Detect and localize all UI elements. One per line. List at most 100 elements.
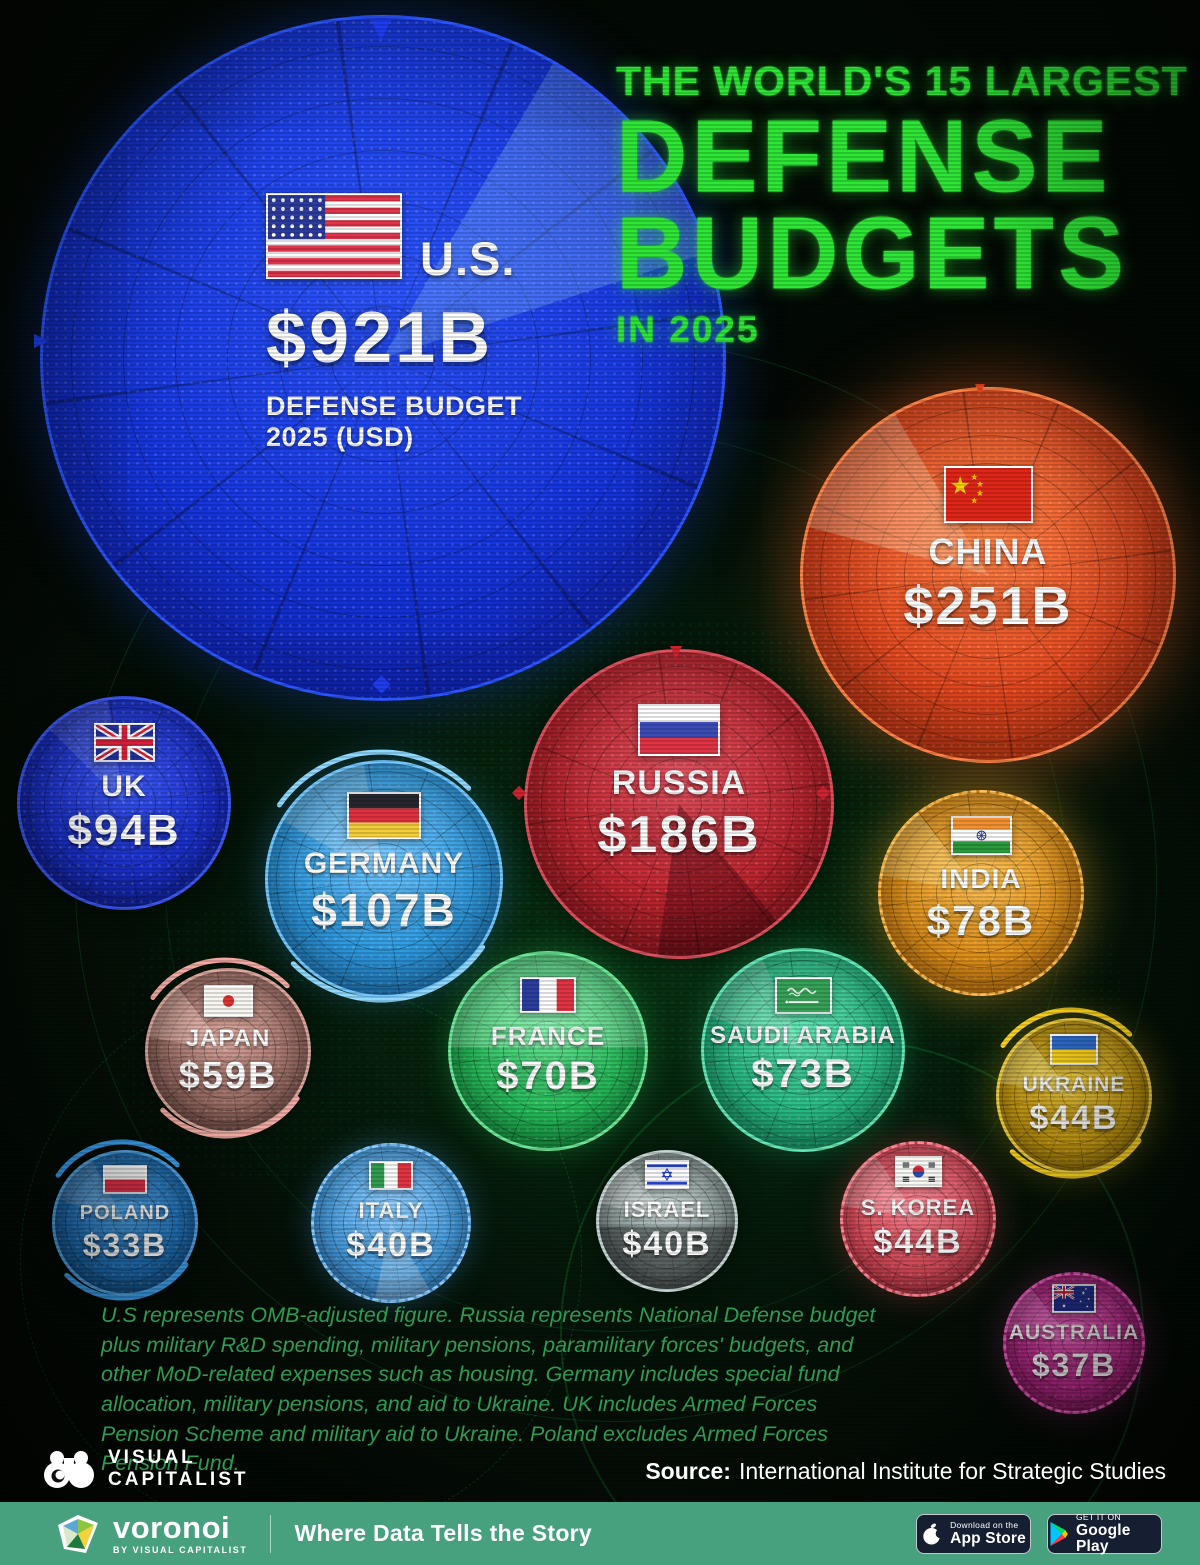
budget-value: $78B: [926, 896, 1036, 944]
source-text: International Institute for Strategic St…: [738, 1458, 1166, 1484]
country-name: UKRAINE: [1022, 1073, 1126, 1096]
bubble-content-uk: UK $94B: [20, 685, 228, 893]
flag-japan: [203, 984, 253, 1017]
bubble-content-france: FRANCE $70B: [451, 941, 645, 1135]
bubble-content-india: INDIA $78B: [881, 780, 1081, 980]
flag-ukraine: [1050, 1034, 1098, 1065]
us-sublabel-1: DEFENSE BUDGET: [266, 391, 523, 421]
bubble-content-skorea: S. KOREA $44B: [843, 1134, 993, 1284]
voronoi-icon: [55, 1513, 101, 1555]
country-name: FRANCE: [490, 1021, 606, 1051]
bubble-content-russia: RUSSIA $186B: [527, 632, 831, 936]
source-line: Source: International Institute for Strat…: [645, 1458, 1166, 1485]
country-name: AUSTRALIA: [1008, 1321, 1140, 1344]
svg-text:★: ★: [1087, 1297, 1090, 1301]
bubble-content-japan: JAPAN $59B: [148, 961, 308, 1121]
visual-capitalist-logo: VISUAL CAPITALIST: [42, 1447, 248, 1491]
flag-us: [266, 193, 402, 279]
budget-value: $37B: [1031, 1347, 1117, 1383]
binoculars-icon: [42, 1448, 96, 1490]
budget-value: $70B: [496, 1054, 600, 1098]
bubble-russia: RUSSIA $186B: [524, 649, 834, 959]
bubble-content-us: U.S. $921B DEFENSE BUDGET 2025 (USD): [266, 193, 522, 454]
bubble-france: FRANCE $70B: [448, 951, 648, 1151]
svg-text:★: ★: [1079, 1300, 1082, 1304]
flag-uk: [93, 721, 155, 763]
bubble-content-saudi: SAUDI ARABIA $73B: [704, 938, 902, 1136]
budget-value: $33B: [82, 1226, 168, 1263]
flag-russia: [638, 703, 720, 756]
apple-icon: [921, 1521, 945, 1547]
voronoi-logo: voronoi BY VISUAL CAPITALIST: [55, 1512, 248, 1555]
bubble-australia: ★ ★ ★ ★ ★ ★ AUSTRALIA $37B: [1003, 1272, 1145, 1414]
budget-value: $186B: [597, 805, 761, 864]
budget-value: $44B: [873, 1223, 963, 1261]
budget-value: $40B: [622, 1225, 712, 1263]
flag-germany: [347, 791, 421, 839]
country-name: U.S.: [420, 232, 516, 286]
svg-text:★: ★: [949, 470, 971, 500]
google-play-bottom-text: Google Play: [1076, 1522, 1131, 1555]
country-name: CHINA: [928, 530, 1048, 572]
flag-poland: [103, 1164, 147, 1194]
budget-value: $59B: [178, 1054, 278, 1097]
flag-france: [520, 977, 576, 1013]
country-name: POLAND: [79, 1201, 171, 1224]
svg-text:★: ★: [1086, 1304, 1089, 1308]
bubble-italy: ITALY $40B: [311, 1143, 471, 1303]
google-play-badge[interactable]: GET IT ON Google Play: [1047, 1511, 1162, 1555]
bubble-skorea: S. KOREA $44B: [840, 1141, 996, 1297]
budget-value: $107B: [311, 883, 457, 936]
country-name: S. KOREA: [860, 1195, 976, 1220]
budget-value: $40B: [346, 1226, 436, 1264]
bubble-content-ukraine: UKRAINE $44B: [999, 1011, 1149, 1161]
bubble-content-china: ★ ★ ★ ★ ★ CHINA $251B: [803, 366, 1173, 736]
budget-value: $73B: [751, 1052, 855, 1096]
svg-text:★: ★: [1062, 1303, 1067, 1309]
app-store-badge[interactable]: Download on the App Store: [916, 1513, 1031, 1554]
bubble-content-australia: ★ ★ ★ ★ ★ ★ AUSTRALIA $37B: [1006, 1266, 1142, 1402]
budget-value: $251B: [903, 575, 1073, 636]
footer-divider: [269, 1514, 271, 1553]
voronoi-subtitle: BY VISUAL CAPITALIST: [113, 1545, 248, 1555]
bubble-israel: ISRAEL $40B: [596, 1150, 738, 1292]
app-store-top-text: Download on the: [950, 1519, 1019, 1530]
voronoi-wordmark: voronoi: [113, 1510, 231, 1545]
bubble-content-israel: ISRAEL $40B: [599, 1144, 735, 1280]
country-name: JAPAN: [185, 1024, 271, 1052]
bubble-content-poland: POLAND $33B: [55, 1144, 195, 1284]
country-name: GERMANY: [303, 846, 465, 880]
budget-value: $94B: [67, 805, 181, 855]
svg-text:★: ★: [970, 496, 978, 506]
bubble-poland: POLAND $33B: [52, 1150, 198, 1296]
app-store-bottom-text: App Store: [950, 1530, 1026, 1547]
bubble-india: INDIA $78B: [878, 790, 1084, 996]
bubble-saudi: SAUDI ARABIA $73B: [701, 948, 905, 1152]
headline-word-budgets: BUDGETS: [616, 194, 1129, 311]
country-name: SAUDI ARABIA: [710, 1022, 896, 1049]
country-name: ITALY: [358, 1198, 424, 1223]
country-name: ISRAEL: [623, 1197, 711, 1222]
flag-australia: ★ ★ ★ ★ ★ ★: [1052, 1284, 1096, 1313]
visual-capitalist-wordmark: VISUAL CAPITALIST: [108, 1447, 248, 1491]
bubble-japan: JAPAN $59B: [145, 968, 311, 1134]
svg-text:★: ★: [1085, 1287, 1088, 1291]
bubble-china: ★ ★ ★ ★ ★ CHINA $251B: [800, 387, 1176, 763]
bubble-uk: UK $94B: [17, 696, 231, 910]
flag-skorea: [894, 1156, 942, 1187]
vc-word-visual: VISUAL: [108, 1447, 196, 1468]
bubble-content-italy: ITALY $40B: [314, 1136, 468, 1290]
vc-word-capitalist: CAPITALIST: [108, 1468, 249, 1490]
bubble-ukraine: UKRAINE $44B: [996, 1018, 1152, 1174]
flag-saudi: [774, 977, 832, 1014]
us-sublabel-2: 2025 (USD): [266, 422, 414, 453]
country-name: INDIA: [940, 862, 1022, 894]
footer-bar: voronoi BY VISUAL CAPITALIST Where Data …: [0, 1502, 1200, 1565]
flag-israel: [645, 1160, 689, 1189]
headline: THE WORLD'S 15 LARGEST DEFENSE BUDGETS I…: [616, 58, 1188, 351]
google-play-icon: [1048, 1521, 1069, 1546]
google-play-top-text: GET IT ON: [1076, 1511, 1121, 1522]
budget-value: $921B: [266, 298, 494, 378]
source-label: Source:: [645, 1458, 731, 1484]
